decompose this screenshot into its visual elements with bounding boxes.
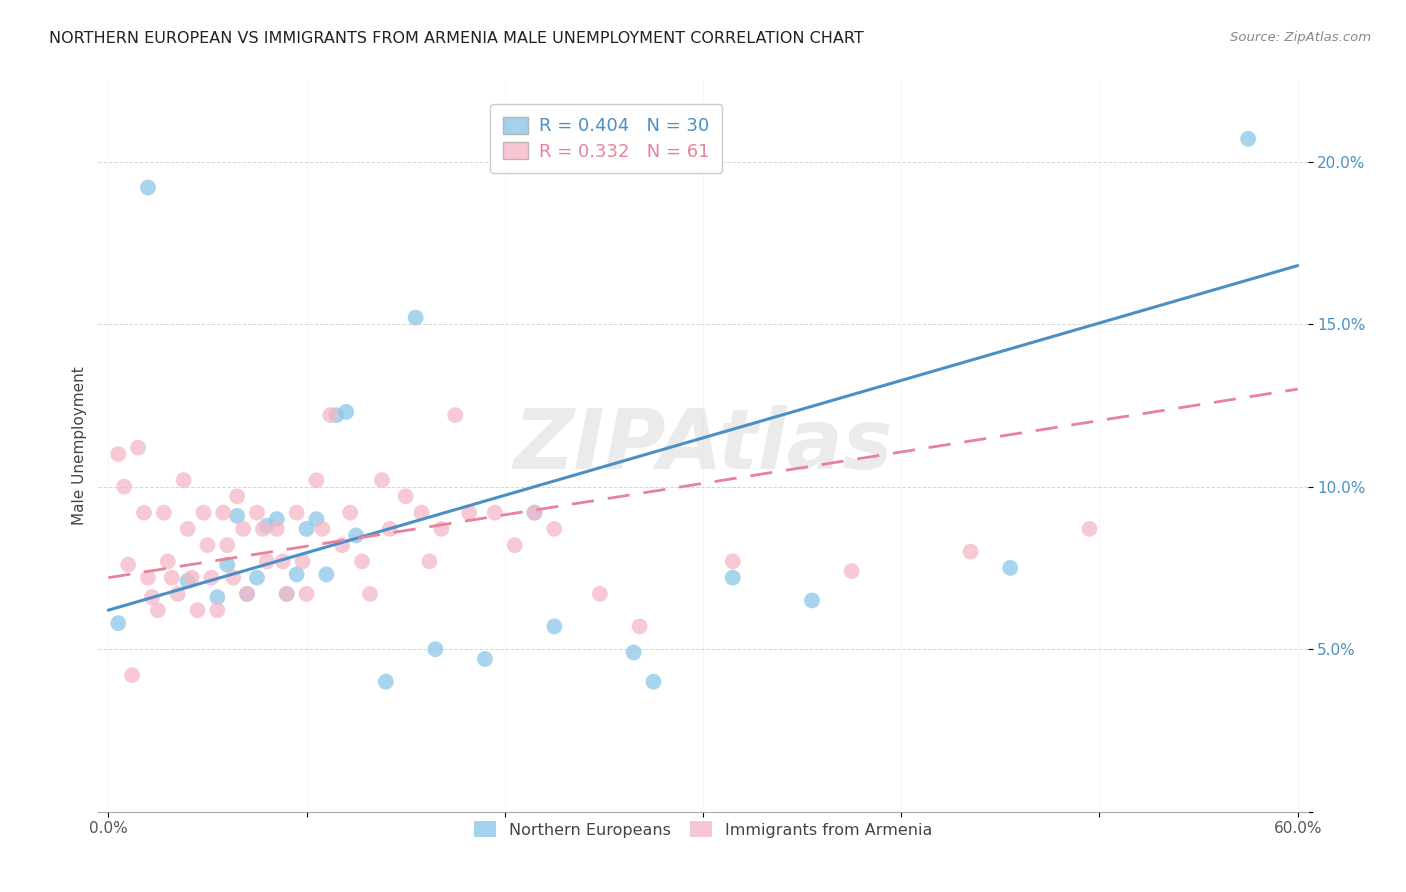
Point xyxy=(232,522,254,536)
Point xyxy=(430,522,453,536)
Point xyxy=(721,554,744,568)
Point xyxy=(374,674,396,689)
Point xyxy=(721,571,744,585)
Point xyxy=(226,489,249,503)
Point xyxy=(193,506,215,520)
Point xyxy=(112,480,135,494)
Point xyxy=(226,508,249,523)
Point xyxy=(395,489,418,503)
Point xyxy=(153,506,176,520)
Point xyxy=(166,587,188,601)
Point xyxy=(458,506,481,520)
Point xyxy=(543,522,565,536)
Point xyxy=(305,512,328,526)
Point xyxy=(236,587,259,601)
Point xyxy=(628,619,651,633)
Point xyxy=(207,590,229,604)
Point xyxy=(136,180,159,194)
Point xyxy=(589,587,612,601)
Y-axis label: Male Unemployment: Male Unemployment xyxy=(72,367,87,525)
Point xyxy=(801,593,824,607)
Point xyxy=(217,538,239,552)
Point xyxy=(136,571,159,585)
Point xyxy=(276,587,298,601)
Point xyxy=(1237,132,1260,146)
Point xyxy=(121,668,143,682)
Point xyxy=(173,473,195,487)
Point xyxy=(335,405,357,419)
Point xyxy=(141,590,163,604)
Point xyxy=(180,571,202,585)
Point xyxy=(236,587,259,601)
Text: ZIPAtlas: ZIPAtlas xyxy=(513,406,893,486)
Point xyxy=(117,558,139,572)
Point xyxy=(371,473,394,487)
Point xyxy=(266,522,288,536)
Point xyxy=(252,522,274,536)
Point xyxy=(222,571,245,585)
Point xyxy=(291,554,314,568)
Point xyxy=(107,616,129,631)
Point xyxy=(295,522,318,536)
Point xyxy=(359,587,381,601)
Point xyxy=(330,538,353,552)
Point xyxy=(256,554,278,568)
Point xyxy=(841,564,863,578)
Point xyxy=(484,506,506,520)
Point xyxy=(271,554,294,568)
Point xyxy=(176,522,198,536)
Point xyxy=(186,603,208,617)
Point xyxy=(176,574,198,588)
Point xyxy=(295,587,318,601)
Point xyxy=(959,544,981,558)
Point xyxy=(156,554,179,568)
Point xyxy=(311,522,333,536)
Point xyxy=(207,603,229,617)
Point xyxy=(315,567,337,582)
Point xyxy=(246,506,269,520)
Point xyxy=(411,506,433,520)
Point xyxy=(132,506,155,520)
Point xyxy=(276,587,298,601)
Point xyxy=(305,473,328,487)
Point xyxy=(217,558,239,572)
Point xyxy=(425,642,447,657)
Point xyxy=(246,571,269,585)
Point xyxy=(503,538,526,552)
Point xyxy=(146,603,169,617)
Legend: Northern Europeans, Immigrants from Armenia: Northern Europeans, Immigrants from Arme… xyxy=(467,815,939,844)
Point xyxy=(1000,561,1022,575)
Point xyxy=(543,619,565,633)
Point xyxy=(285,567,308,582)
Point xyxy=(378,522,401,536)
Point xyxy=(623,645,645,659)
Point xyxy=(107,447,129,461)
Text: Source: ZipAtlas.com: Source: ZipAtlas.com xyxy=(1230,31,1371,45)
Point xyxy=(266,512,288,526)
Point xyxy=(197,538,219,552)
Point xyxy=(405,310,427,325)
Point xyxy=(200,571,222,585)
Point xyxy=(339,506,361,520)
Point xyxy=(160,571,183,585)
Point xyxy=(256,518,278,533)
Point xyxy=(344,528,367,542)
Point xyxy=(1078,522,1101,536)
Point xyxy=(352,554,374,568)
Point xyxy=(285,506,308,520)
Point xyxy=(319,408,342,422)
Point xyxy=(418,554,440,568)
Point xyxy=(523,506,546,520)
Point xyxy=(643,674,665,689)
Text: NORTHERN EUROPEAN VS IMMIGRANTS FROM ARMENIA MALE UNEMPLOYMENT CORRELATION CHART: NORTHERN EUROPEAN VS IMMIGRANTS FROM ARM… xyxy=(49,31,863,46)
Point xyxy=(474,652,496,666)
Point xyxy=(127,441,149,455)
Point xyxy=(523,506,546,520)
Point xyxy=(444,408,467,422)
Point xyxy=(212,506,235,520)
Point xyxy=(325,408,347,422)
